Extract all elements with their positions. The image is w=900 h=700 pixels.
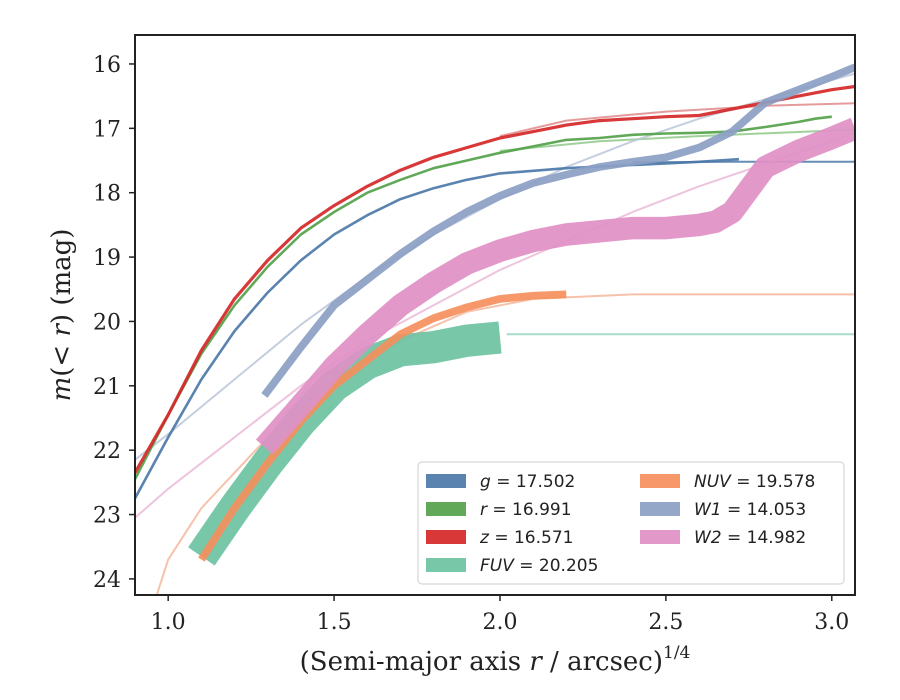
model-curve-z — [499, 102, 855, 138]
y-tick-label: 16 — [93, 53, 121, 78]
series-w1 — [261, 63, 855, 398]
y-tick-label: 19 — [93, 246, 121, 271]
series-r — [135, 115, 832, 480]
y-tick-label: 20 — [93, 310, 121, 335]
legend-swatch-w1 — [640, 502, 680, 516]
legend-label-w2: W2 = 14.982 — [694, 528, 806, 548]
legend-label-g: g = 17.502 — [480, 472, 575, 492]
legend-label-nuv: NUV = 19.578 — [694, 472, 815, 492]
legend-label-z: z = 16.571 — [479, 528, 573, 548]
legend-swatch-w2 — [640, 530, 680, 544]
x-tick-label: 3.0 — [814, 610, 849, 635]
y-tick-label: 22 — [93, 439, 121, 464]
series-nuv — [198, 290, 567, 562]
series-w2 — [255, 117, 855, 455]
series-g — [135, 157, 739, 500]
legend-label-w1: W1 = 14.053 — [694, 500, 806, 520]
y-tick-label: 21 — [93, 375, 121, 400]
legend-box — [417, 461, 845, 585]
y-tick-label: 17 — [93, 117, 121, 142]
ticks-layer: 1.0 1.5 2.0 2.5 3.0 16 17 18 19 20 21 22 23 24 — [93, 53, 849, 635]
model-curve-w1 — [135, 72, 855, 461]
series-z — [135, 84, 855, 474]
legend-swatch-nuv — [640, 474, 680, 488]
legend-swatch-z — [426, 530, 466, 544]
legend-swatch-fuv — [426, 558, 466, 572]
y-axis-title: m(< r) (mag) — [47, 229, 77, 402]
plot-frame — [134, 34, 856, 596]
model-curve-r — [499, 128, 855, 152]
legend-swatch-r — [426, 502, 466, 516]
legend-swatch-g — [426, 474, 466, 488]
y-tick-label: 24 — [93, 568, 121, 593]
legend: g = 17.502 r = 16.991 z = 16.571 FUV = 20.2… — [417, 461, 845, 585]
x-tick-label: 2.0 — [482, 610, 517, 635]
x-tick-label: 2.5 — [648, 610, 683, 635]
legend-label-fuv: FUV = 20.205 — [480, 556, 598, 576]
x-tick-label: 1.5 — [317, 610, 352, 635]
series-layer — [135, 63, 855, 595]
y-tick-label: 23 — [93, 504, 121, 529]
legend-label-r: r = 16.991 — [480, 500, 572, 520]
y-tick-label: 18 — [93, 182, 121, 207]
x-axis-title: (Semi-major axis r / arcsec)1/4 — [300, 643, 691, 677]
x-tick-label: 1.0 — [151, 610, 186, 635]
